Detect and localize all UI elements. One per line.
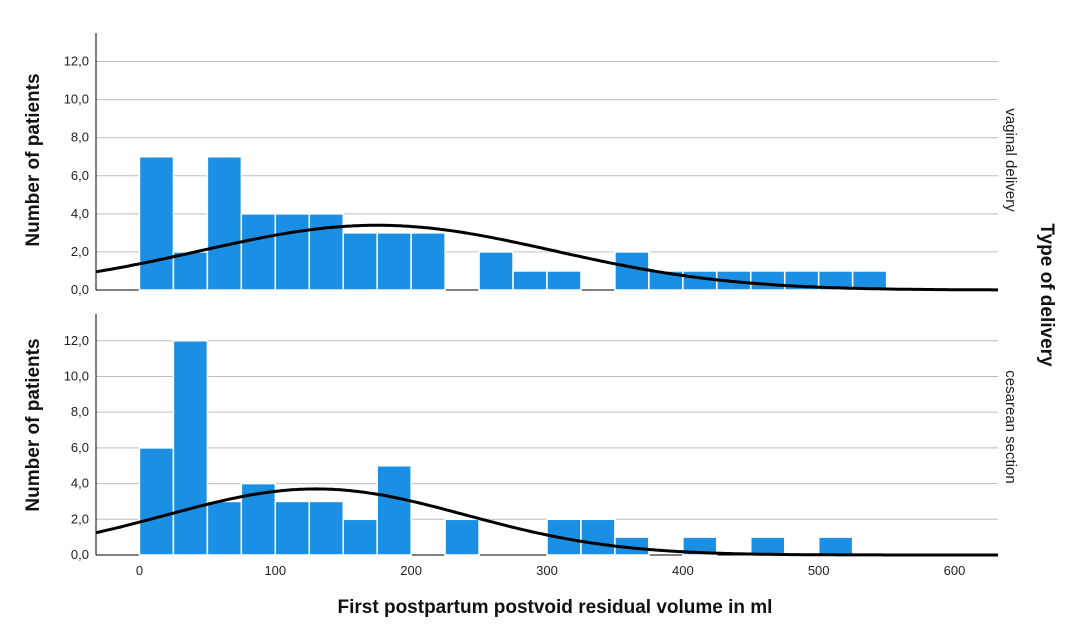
- y-tick-label: 12,0: [64, 333, 89, 348]
- normal-curve: [95, 223, 998, 292]
- y-tick-label: 0,0: [71, 282, 89, 297]
- histogram-bar: [240, 482, 277, 556]
- y-tick-label: 4,0: [71, 206, 89, 221]
- histogram-bar: [444, 518, 480, 556]
- histogram-bar: [342, 232, 378, 291]
- histogram-bar: [274, 213, 311, 291]
- y-tick-label: 4,0: [71, 476, 89, 491]
- x-axis-title: First postpartum postvoid residual volum…: [338, 597, 773, 618]
- panel-label-vaginal-delivery: vaginal delivery: [1002, 108, 1019, 212]
- x-tick-label: 600: [944, 563, 966, 578]
- histogram-bar: [817, 536, 854, 556]
- y-tick-label: 6,0: [71, 168, 89, 183]
- histogram-bar: [240, 213, 277, 291]
- x-tick-label: 100: [264, 563, 286, 578]
- y-tick-label: 2,0: [71, 244, 89, 259]
- histogram-bar: [750, 270, 786, 291]
- y-tick-label: 6,0: [71, 440, 89, 455]
- histogram-bar: [138, 155, 175, 291]
- histogram-bar: [138, 447, 175, 556]
- y-tick-label: 2,0: [71, 511, 89, 526]
- histogram-bar: [308, 500, 344, 556]
- histogram-bar: [478, 251, 514, 291]
- y-tick-label: 8,0: [71, 130, 89, 145]
- panel-vaginal-delivery: 0,0 2,0 4,0 6,0 8,0 10,0 12,0: [64, 33, 998, 297]
- histogram-bar: [342, 518, 378, 556]
- histogram-bar: [580, 518, 616, 556]
- histogram-bar: [172, 340, 209, 556]
- x-tick-label: 500: [808, 563, 830, 578]
- y-tick-label: 10,0: [64, 92, 89, 107]
- histogram-bar: [512, 270, 548, 291]
- histogram-bar: [750, 536, 786, 556]
- histogram-bar: [546, 270, 582, 291]
- x-tick-label: 200: [400, 563, 422, 578]
- histogram-bar: [682, 536, 718, 556]
- histogram-bar: [172, 251, 209, 291]
- histogram-bar: [206, 500, 243, 556]
- histogram-bar: [376, 464, 412, 556]
- panel-label-cesarean-section: cesarean section: [1002, 370, 1019, 483]
- facet-title: Type of delivery: [1036, 223, 1057, 367]
- y-tick-label: 10,0: [64, 368, 89, 383]
- x-tick-label: 400: [672, 563, 694, 578]
- x-tick-label: 300: [536, 563, 558, 578]
- y-tick-label: 12,0: [64, 54, 89, 69]
- histogram-bar: [614, 251, 650, 291]
- y-axis-title-bottom: Number of patients: [23, 338, 44, 511]
- histogram-bar: [308, 213, 344, 291]
- normal-curve: [95, 487, 998, 557]
- histogram-bar: [206, 155, 243, 291]
- y-tick-label: 8,0: [71, 404, 89, 419]
- histogram-bar: [410, 232, 446, 291]
- y-tick-label: 0,0: [71, 547, 89, 562]
- x-tick-label: 0: [136, 563, 143, 578]
- histogram-bar: [274, 500, 311, 556]
- y-axis-title-top: Number of patients: [23, 73, 44, 246]
- panel-cesarean-section: 0,0 2,0 4,0 6,0 8,0 10,0 12,0 0 100 200 300 400 500 6…: [64, 314, 998, 578]
- histogram-bar: [376, 232, 412, 291]
